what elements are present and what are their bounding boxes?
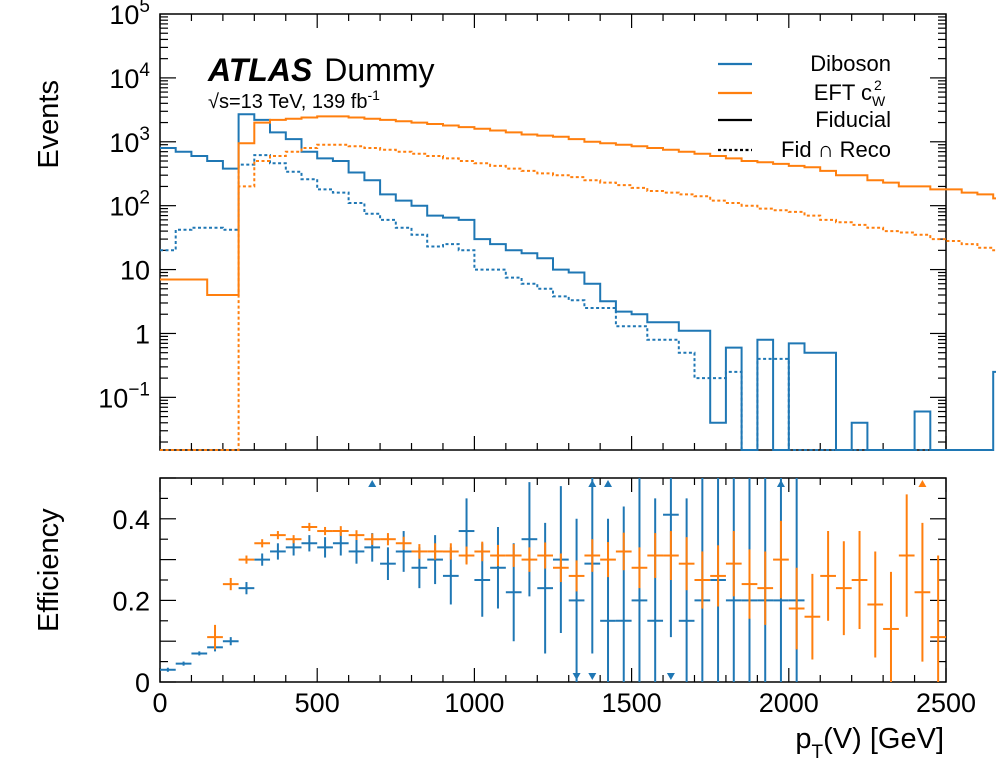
x-axis-label-rest: (V) [GeV] bbox=[823, 723, 944, 755]
top-y-tick-exp: 4 bbox=[139, 60, 150, 81]
top-y-tick-label: 105 bbox=[109, 0, 150, 30]
overflow-marker-up bbox=[368, 480, 377, 487]
overflow-marker-up bbox=[918, 480, 927, 487]
histogram-line bbox=[160, 113, 996, 451]
top-y-tick-base: 10 bbox=[109, 0, 139, 30]
histogram-line bbox=[160, 115, 996, 296]
energy-sup: -1 bbox=[367, 87, 380, 103]
top-y-tick-base: 10 bbox=[109, 128, 139, 158]
top-y-tick-base: 10 bbox=[98, 383, 128, 413]
top-y-tick-label: 10 bbox=[120, 256, 150, 286]
atlas-text: ATLAS bbox=[207, 52, 313, 88]
legend-fiducial-text: Fiducial bbox=[815, 107, 891, 132]
top-y-tick-exp: 3 bbox=[139, 124, 150, 145]
underflow-marker-down bbox=[572, 673, 581, 680]
energy-text: √s=13 TeV, 139 fb bbox=[208, 91, 367, 113]
top-y-tick-label: 1 bbox=[135, 319, 150, 349]
x-tick-label: 2000 bbox=[759, 688, 819, 718]
legend-eft-sup: 2 bbox=[874, 77, 882, 93]
legend-eft-text: EFT c bbox=[814, 80, 872, 105]
bottom-y-tick-label: 0.4 bbox=[112, 505, 150, 535]
bottom-y-axis-label: Efficiency bbox=[33, 508, 65, 632]
x-axis-label-p: p bbox=[795, 723, 811, 755]
energy-label: √s=13 TeV, 139 fb-1 bbox=[208, 87, 380, 113]
x-tick-label: 2500 bbox=[916, 688, 976, 718]
top-y-tick-label: 103 bbox=[109, 124, 150, 158]
overflow-marker-up bbox=[588, 480, 597, 487]
x-tick-label: 1500 bbox=[602, 688, 662, 718]
x-axis-label-sub: T bbox=[812, 742, 824, 763]
top-y-tick-label: 102 bbox=[109, 188, 150, 222]
underflow-marker-down bbox=[588, 673, 597, 680]
legend: Diboson EFT c 2 W Fiducial Fid ∩ Reco bbox=[718, 51, 891, 162]
top-y-tick-exp: 5 bbox=[139, 0, 150, 17]
legend-eft-sub: W bbox=[872, 93, 886, 109]
atlas-label: ATLAS Dummy bbox=[207, 52, 435, 88]
top-frame bbox=[159, 13, 947, 451]
underflow-marker-down bbox=[666, 673, 675, 680]
legend-eft-main: EFT c bbox=[814, 80, 872, 105]
top-y-tick-base: 1 bbox=[135, 319, 150, 349]
top-y-tick-exp: 2 bbox=[139, 188, 150, 209]
overflow-marker-up bbox=[604, 480, 613, 487]
legend-fidreco-text: Fid ∩ Reco bbox=[781, 137, 891, 162]
top-y-tick-exp: −1 bbox=[128, 379, 150, 400]
top-y-tick-base: 10 bbox=[109, 64, 139, 94]
top-y-tick-base: 10 bbox=[109, 192, 139, 222]
overflow-marker-up bbox=[776, 480, 785, 487]
x-tick-label: 0 bbox=[152, 688, 167, 718]
top-y-tick-base: 10 bbox=[120, 256, 150, 286]
bottom-y-tick-label: 0.2 bbox=[112, 586, 150, 616]
bottom-points bbox=[160, 478, 946, 682]
x-tick-label: 1000 bbox=[444, 688, 504, 718]
top-y-tick-label: 104 bbox=[109, 60, 150, 94]
bottom-panel: 0 500 1000 1500 2000 2500 0 0.2 0.4 Efficiency p… bbox=[33, 477, 976, 763]
bottom-y-tick-label: 0 bbox=[135, 668, 150, 698]
histogram-line bbox=[160, 143, 996, 451]
histogram-line bbox=[160, 154, 996, 451]
x-axis-label: pT(V) [GeV] bbox=[795, 723, 944, 763]
legend-diboson-text: Diboson bbox=[810, 51, 891, 76]
top-y-tick-label: 10−1 bbox=[98, 379, 150, 413]
top-histograms bbox=[160, 113, 996, 451]
dummy-text: Dummy bbox=[324, 52, 434, 88]
top-y-axis-label: Events bbox=[33, 80, 65, 169]
bottom-ticks: 0 500 1000 1500 2000 2500 0 0.2 0.4 bbox=[112, 477, 976, 718]
x-tick-label: 500 bbox=[295, 688, 340, 718]
